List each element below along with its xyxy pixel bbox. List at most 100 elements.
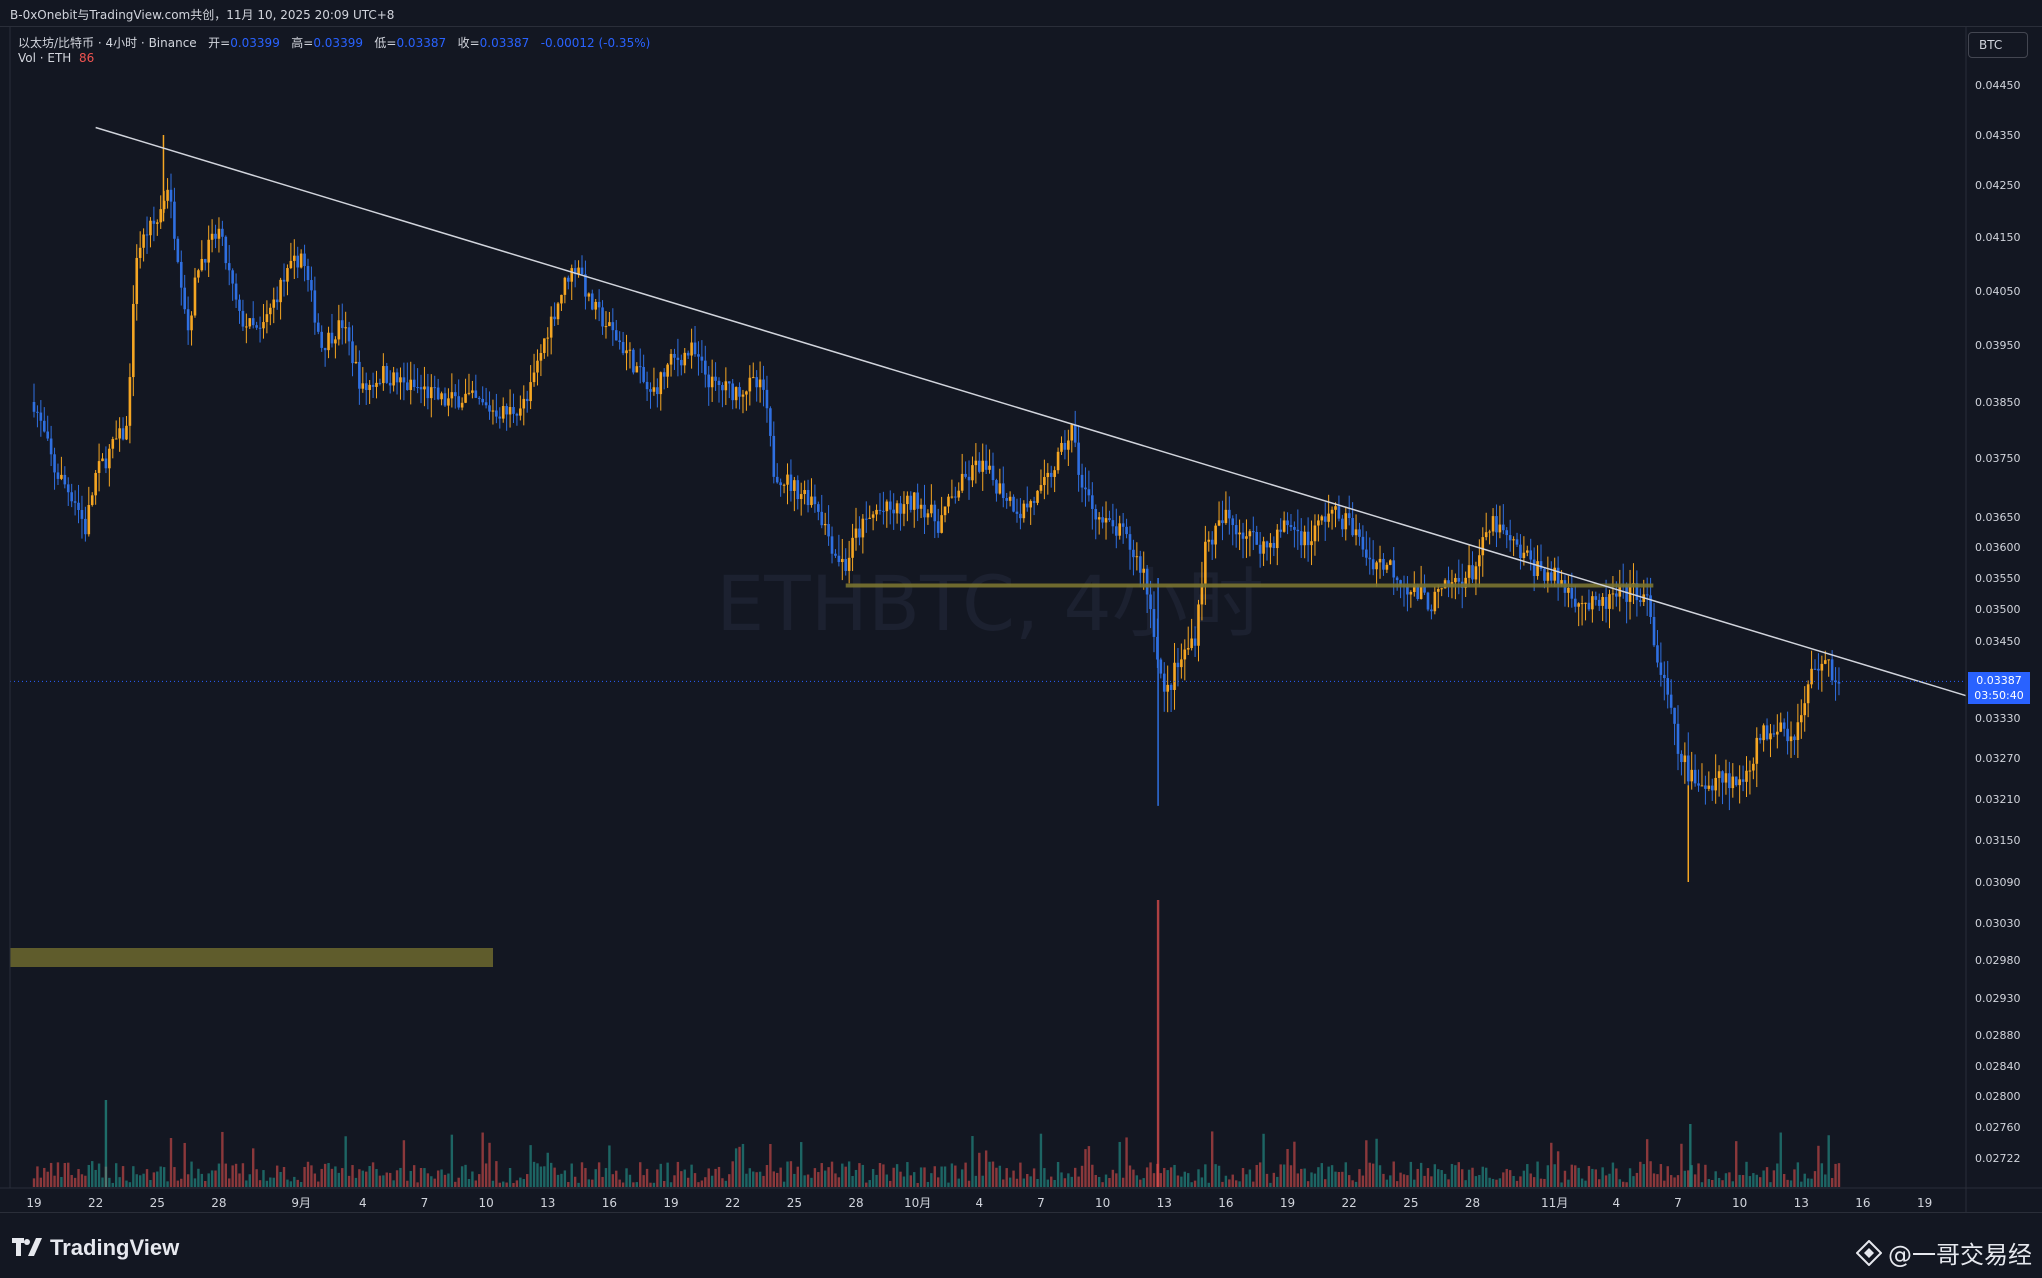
volume-bar xyxy=(1190,1182,1193,1187)
volume-bar xyxy=(652,1182,656,1187)
volume-bar xyxy=(252,1148,255,1187)
candle-body xyxy=(758,379,762,388)
volume-bar xyxy=(875,1174,878,1187)
volume-bar xyxy=(1724,1173,1728,1187)
candle-body xyxy=(241,310,245,327)
candle-body xyxy=(169,189,173,202)
volume-bar xyxy=(1810,1178,1813,1187)
volume-bar xyxy=(282,1167,286,1187)
candle-body xyxy=(834,553,837,556)
volume-bar xyxy=(454,1181,457,1187)
candle-body xyxy=(1834,680,1837,683)
volume-bar xyxy=(412,1165,416,1187)
candle-body xyxy=(1169,684,1173,691)
candle-body xyxy=(1317,520,1320,526)
currency-badge[interactable]: BTC xyxy=(1968,32,2028,58)
volume-bar xyxy=(639,1162,642,1187)
candle-body xyxy=(1327,513,1330,522)
candle-body xyxy=(114,438,118,440)
volume-bar xyxy=(1604,1175,1608,1187)
candle-body xyxy=(656,387,659,395)
candle-body xyxy=(132,303,135,378)
x-tick-label: 16 xyxy=(1855,1196,1870,1210)
volume-bar xyxy=(1269,1182,1272,1187)
candle-body xyxy=(1395,577,1399,581)
volume-bar xyxy=(597,1162,601,1187)
candle-body xyxy=(936,521,940,533)
candle-body xyxy=(1666,678,1670,695)
x-tick-label: 25 xyxy=(787,1196,802,1210)
symbol-label: 以太坊/比特币 · 4小时 · Binance xyxy=(18,36,197,50)
volume-bar xyxy=(241,1163,245,1187)
candle-body xyxy=(810,496,813,506)
volume-bar xyxy=(745,1173,748,1187)
volume-bar xyxy=(1584,1180,1587,1187)
volume-bar xyxy=(947,1182,950,1187)
plot-area[interactable]: ETHBTC, 4小时 xyxy=(10,126,1966,1188)
volume-bar xyxy=(724,1180,728,1187)
candle-body xyxy=(87,505,91,535)
candle-body xyxy=(621,342,625,354)
volume-bar xyxy=(1717,1177,1721,1187)
volume-bar xyxy=(1389,1175,1392,1187)
candle-body xyxy=(234,283,238,300)
volume-bar xyxy=(347,1175,351,1187)
candle-body xyxy=(1656,645,1659,663)
volume-bar xyxy=(1526,1164,1529,1187)
volume-bar xyxy=(998,1165,1002,1187)
x-tick-label: 28 xyxy=(1465,1196,1480,1210)
tradingview-logo[interactable]: TradingView xyxy=(12,1235,179,1261)
volume-bar xyxy=(1652,1173,1656,1187)
volume-bar xyxy=(776,1172,779,1187)
x-tick-label: 28 xyxy=(848,1196,863,1210)
candle-body xyxy=(1724,773,1728,783)
candle-body xyxy=(1673,707,1676,724)
volume-bar xyxy=(399,1167,402,1187)
candle-body xyxy=(1310,541,1313,546)
candle-body xyxy=(210,233,214,240)
candle-body xyxy=(179,261,183,288)
price-chart[interactable]: ETHBTC, 4小时 0.04450 0.04350 0.04250 0.04150… xyxy=(0,0,2042,1212)
candle-body xyxy=(1553,567,1556,581)
volume-bar xyxy=(275,1165,279,1187)
candle-body xyxy=(1639,600,1642,603)
candle-body xyxy=(299,253,303,268)
volume-bar xyxy=(577,1182,580,1187)
candle-body xyxy=(426,386,430,399)
candle-body xyxy=(344,327,347,329)
candle-body xyxy=(912,492,916,510)
volume-bar xyxy=(573,1176,577,1187)
candle-body xyxy=(751,377,755,379)
candle-body xyxy=(457,396,460,408)
volume-bar xyxy=(1543,1178,1546,1187)
candle-body xyxy=(1111,520,1115,527)
candle-body xyxy=(1152,609,1156,637)
volume-bar xyxy=(1289,1165,1293,1187)
candle-body xyxy=(303,253,306,267)
volume-bar xyxy=(1806,1178,1810,1187)
candle-body xyxy=(1728,773,1731,789)
volume-bar xyxy=(1002,1179,1005,1187)
volume-bar xyxy=(368,1166,371,1187)
volume-bar xyxy=(108,1177,111,1187)
volume-bar xyxy=(1728,1172,1731,1187)
candle-body xyxy=(49,438,53,455)
volume-bar xyxy=(1241,1168,1245,1187)
x-tick-label: 19 xyxy=(1280,1196,1295,1210)
candle-body xyxy=(1073,424,1077,443)
volume-bar xyxy=(1118,1141,1121,1187)
candle-body xyxy=(769,408,772,436)
candle-body xyxy=(1365,549,1368,558)
candle-body xyxy=(1197,604,1200,646)
candle-body xyxy=(70,492,73,502)
candle-body xyxy=(1584,602,1587,604)
volume-bar xyxy=(1546,1165,1550,1187)
candle-body xyxy=(1810,668,1813,685)
candle-body xyxy=(570,268,574,282)
volume-bar xyxy=(615,1170,618,1187)
candle-body xyxy=(786,474,789,485)
candle-body xyxy=(1385,564,1389,570)
candle-body xyxy=(519,408,522,416)
candle-body xyxy=(1776,731,1779,735)
candle-body xyxy=(1005,498,1008,501)
